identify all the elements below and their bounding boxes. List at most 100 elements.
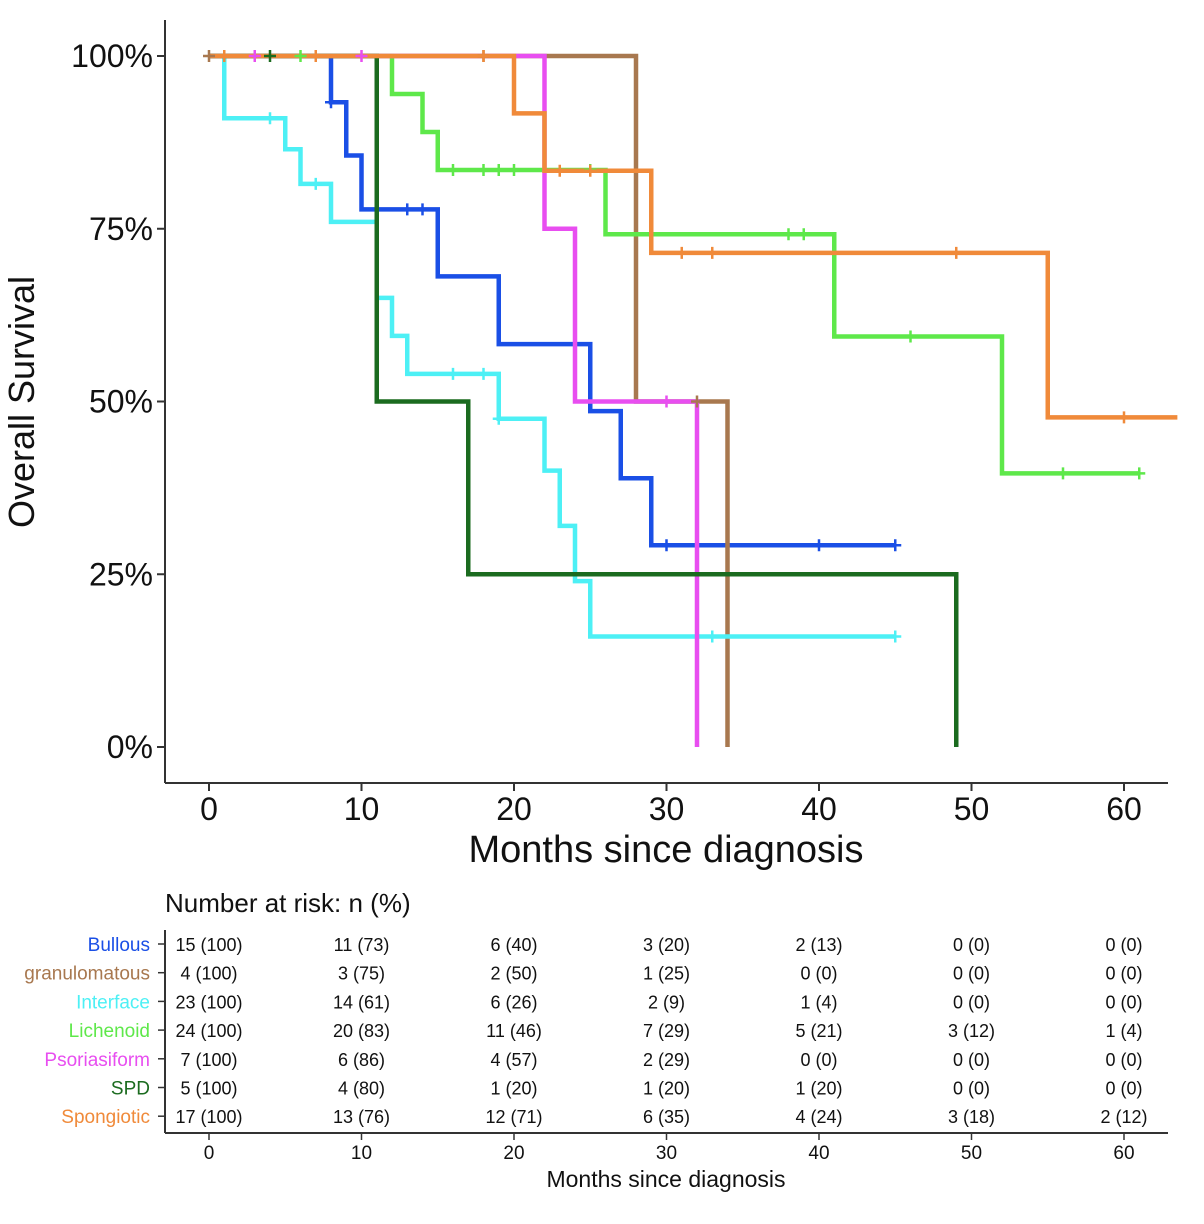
risk-cell: 4 (57): [490, 1050, 537, 1070]
censor-mark-interface: [477, 367, 490, 380]
risk-cell: 23 (100): [175, 992, 242, 1012]
y-axis-label: Overall Survival: [1, 276, 42, 528]
censor-mark-lichenoid: [294, 50, 307, 62]
risk-table: Number at risk: n (%) Bullous 15 (100) 11 …: [24, 888, 1168, 1192]
x-tick-label: 10: [344, 791, 380, 827]
risk-cell: 3 (20): [643, 935, 690, 955]
risk-x-tick-label: 40: [808, 1143, 829, 1164]
risk-cell: 6 (35): [643, 1107, 690, 1127]
censor-mark-spongiotic: [706, 246, 719, 259]
risk-cell: 1 (4): [800, 992, 837, 1012]
risk-cell: 5 (21): [795, 1021, 842, 1041]
y-tick-label: 0%: [107, 729, 153, 765]
risk-x-tick-label: 30: [656, 1143, 677, 1164]
risk-row-label-spd: SPD: [111, 1079, 150, 1100]
risk-cell: 4 (80): [338, 1079, 385, 1099]
censor-mark-spongiotic: [477, 50, 490, 62]
survival-curve-interface: [209, 53, 896, 639]
censor-mark-lichenoid: [782, 228, 795, 241]
risk-rows: Bullous 15 (100) 11 (73) 6 (40) 3 (20) 2 (13)…: [24, 935, 1147, 1128]
censor-mark-spongiotic: [1118, 411, 1130, 424]
risk-row-label-bullous: Bullous: [88, 935, 150, 956]
x-tick-label: 60: [1106, 791, 1142, 827]
censor-mark-psoriasiform: [660, 395, 673, 408]
censor-mark-bullous: [416, 203, 429, 216]
risk-cell: 11 (46): [486, 1021, 542, 1041]
censor-mark-granulomatous: [203, 50, 215, 62]
risk-x-axis-label: Months since diagnosis: [546, 1166, 785, 1192]
risk-cell: 7 (100): [180, 1050, 237, 1070]
censor-mark-psoriasiform: [248, 50, 261, 62]
risk-cell: 6 (26): [490, 992, 537, 1012]
censor-mark-psoriasiform: [355, 50, 368, 62]
censor-mark-spd: [264, 50, 276, 62]
censor-mark-spongiotic: [218, 50, 231, 62]
risk-cell: 0 (0): [953, 935, 990, 955]
risk-cell: 0 (0): [1105, 964, 1142, 984]
risk-cell: 3 (12): [948, 1021, 995, 1041]
censor-mark-lichenoid: [1133, 467, 1146, 480]
risk-cell: 6 (40): [490, 935, 537, 955]
risk-cell: 7 (29): [643, 1021, 690, 1041]
censor-mark-lichenoid: [447, 164, 459, 177]
risk-cell: 0 (0): [800, 1050, 837, 1070]
censor-mark-interface: [492, 412, 505, 425]
risk-cell: 0 (0): [1105, 935, 1142, 955]
censor-mark-spongiotic: [584, 164, 597, 177]
risk-cell: 20 (83): [333, 1021, 390, 1041]
risk-cell: 11 (73): [334, 935, 390, 955]
risk-cell: 0 (0): [1105, 992, 1142, 1012]
y-ticks: 0% 25% 50% 75% 100%: [71, 38, 165, 765]
risk-x-ticks: 0 10 20 30 40 50 60: [204, 1133, 1135, 1164]
risk-cell: 2 (13): [795, 935, 842, 955]
y-tick-label: 75%: [89, 211, 153, 247]
risk-cell: 0 (0): [800, 964, 837, 984]
x-axis-label: Months since diagnosis: [469, 829, 864, 871]
censor-mark-granulomatous: [691, 395, 703, 408]
risk-cell: 0 (0): [953, 992, 990, 1012]
risk-cell: 2 (29): [643, 1050, 690, 1070]
survival-plot: 0% 25% 50% 75% 100% 0 10 20 30 40 50 60 Months sin…: [1, 20, 1178, 871]
x-tick-label: 0: [200, 791, 218, 827]
risk-cell: 1 (4): [1105, 1021, 1142, 1041]
censor-mark-interface: [889, 630, 902, 643]
risk-cell: 3 (75): [338, 964, 385, 984]
risk-cell: 0 (0): [953, 1079, 990, 1099]
y-tick-label: 50%: [89, 384, 153, 420]
censor-mark-bullous: [401, 203, 414, 216]
survival-curve-lichenoid: [209, 53, 1140, 476]
risk-cell: 1 (25): [643, 964, 690, 984]
censor-mark-lichenoid: [797, 228, 810, 241]
risk-cell: 4 (24): [795, 1107, 842, 1127]
risk-cell: 4 (100): [180, 964, 237, 984]
risk-table-title: Number at risk: n (%): [165, 888, 411, 918]
risk-row-label-interface: Interface: [76, 992, 150, 1013]
y-tick-label: 25%: [89, 556, 153, 592]
risk-cell: 2 (50): [490, 964, 537, 984]
censor-mark-lichenoid: [477, 164, 490, 177]
risk-x-tick-label: 50: [961, 1143, 982, 1164]
censor-mark-spongiotic: [675, 246, 688, 259]
censor-mark-bullous: [660, 539, 673, 552]
risk-x-tick-label: 20: [503, 1143, 524, 1164]
censor-mark-bullous: [325, 96, 337, 109]
risk-cell: 12 (71): [485, 1107, 542, 1127]
y-tick-label: 100%: [71, 38, 153, 74]
risk-x-tick-label: 10: [351, 1143, 372, 1164]
risk-cell: 1 (20): [643, 1079, 690, 1099]
risk-cell: 24 (100): [175, 1021, 242, 1041]
censor-mark-lichenoid: [492, 164, 505, 177]
censor-mark-spongiotic: [950, 246, 963, 259]
censor-mark-lichenoid: [1057, 467, 1069, 480]
survival-curves: [209, 53, 1178, 747]
risk-x-tick-label: 0: [204, 1143, 215, 1164]
survival-curve-bullous: [209, 53, 896, 548]
censor-mark-spongiotic: [309, 50, 322, 62]
censor-mark-interface: [706, 630, 719, 643]
censor-mark-lichenoid: [904, 330, 917, 343]
risk-row-label-granulomatous: granulomatous: [24, 964, 150, 985]
risk-cell: 1 (20): [490, 1079, 537, 1099]
risk-cell: 0 (0): [953, 1050, 990, 1070]
risk-cell: 17 (100): [175, 1107, 242, 1127]
